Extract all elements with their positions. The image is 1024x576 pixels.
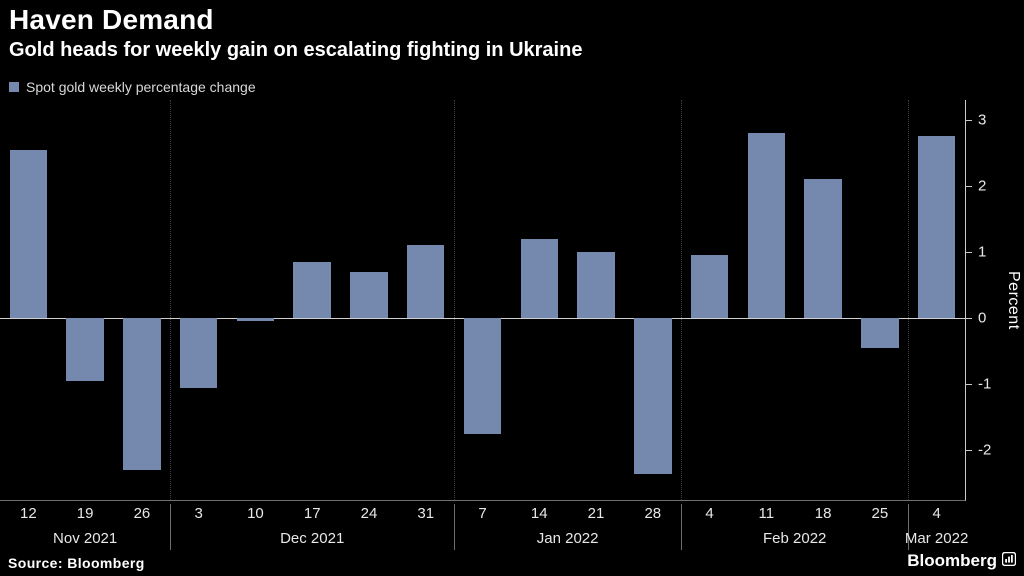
x-axis-month-labels: Nov 2021 Dec 2021 Jan 2022 Feb 2022 Mar 2022 [0, 504, 969, 552]
bloomberg-logo: Bloomberg [907, 551, 1017, 571]
month-gridline [681, 100, 683, 500]
chart-subtitle: Gold heads for weekly gain on escalating… [9, 39, 583, 61]
bloomberg-wordmark: Bloomberg [907, 551, 997, 570]
x-tick-label: 14 [530, 505, 548, 522]
bar-week-28-11 [634, 318, 672, 474]
legend: Spot gold weekly percentage change [9, 79, 256, 95]
y-tick [965, 185, 972, 187]
month-separator-tick [454, 504, 456, 550]
y-tick-label: -1 [978, 375, 992, 393]
x-tick-label: 4 [932, 505, 941, 522]
bar-week-24-6 [350, 271, 388, 319]
bar-week-14-9 [520, 238, 558, 319]
month-label: Nov 2021 [53, 530, 118, 547]
month-label: Mar 2022 [904, 530, 969, 547]
x-tick-label: 12 [20, 505, 37, 522]
month-label: Jan 2022 [536, 530, 599, 547]
y-axis-title: Percent [1005, 270, 1022, 330]
y-tick [965, 318, 972, 320]
plot-area [0, 100, 966, 501]
y-tick [965, 252, 972, 254]
chart-title: Haven Demand [9, 4, 214, 35]
bar-week-31-7 [407, 245, 445, 319]
y-axis: 3 2 1 0 -1 -2 [965, 100, 1024, 500]
month-separator-tick [908, 504, 910, 550]
y-tick-label: 2 [978, 177, 987, 195]
x-tick-label: 3 [194, 505, 203, 522]
source-text: Source: Bloomberg [8, 555, 145, 571]
legend-label: Spot gold weekly percentage change [26, 79, 256, 95]
bar-week-10-4 [236, 318, 275, 322]
x-tick-label: 10 [247, 505, 264, 522]
y-tick-label: 3 [978, 111, 987, 129]
bar-week-26-2 [123, 318, 161, 471]
legend-swatch-icon [9, 82, 19, 92]
month-separator-tick [681, 504, 683, 550]
bar-week-12-0 [9, 149, 48, 319]
y-tick [965, 384, 972, 386]
x-tick-label: 21 [587, 505, 605, 522]
x-tick-label: 26 [133, 505, 151, 522]
x-tick-label: 17 [303, 505, 321, 522]
bar-week-7-8 [463, 318, 502, 434]
bar-week-3-3 [179, 318, 218, 388]
x-tick-label: 28 [644, 505, 662, 522]
x-tick-label: 24 [360, 505, 378, 522]
month-label: Feb 2022 [763, 530, 827, 547]
bloomberg-terminal-icon [1001, 551, 1017, 571]
x-tick-label: 4 [705, 505, 714, 522]
y-tick-label: -2 [978, 441, 992, 459]
month-gridline [454, 100, 456, 500]
bar-week-4-16 [917, 136, 956, 319]
month-label: Dec 2021 [280, 530, 345, 547]
x-tick-label: 25 [871, 505, 889, 522]
x-tick-label: 11 [758, 505, 775, 522]
x-tick-label: 7 [478, 505, 487, 522]
bar-week-17-5 [293, 261, 331, 319]
bar-week-18-14 [804, 179, 842, 319]
bar-week-19-1 [66, 318, 104, 381]
y-tick [965, 119, 972, 121]
x-tick-label: 31 [417, 505, 435, 522]
y-tick-label: 0 [978, 309, 987, 327]
month-separator-tick [170, 504, 172, 550]
y-tick-label: 1 [978, 243, 987, 261]
bar-week-21-10 [577, 252, 615, 319]
y-tick [965, 450, 972, 452]
bar-week-11-13 [747, 133, 786, 319]
bar-week-4-12 [690, 255, 729, 319]
x-tick-label: 19 [76, 505, 94, 522]
month-gridline [170, 100, 172, 500]
month-gridline [908, 100, 910, 500]
x-tick-label: 18 [814, 505, 832, 522]
bar-week-25-15 [861, 318, 899, 348]
x-axis-week-labels: 12 19 26 3 10 17 24 31 7 14 21 28 4 11 18 25 4 [0, 505, 965, 527]
